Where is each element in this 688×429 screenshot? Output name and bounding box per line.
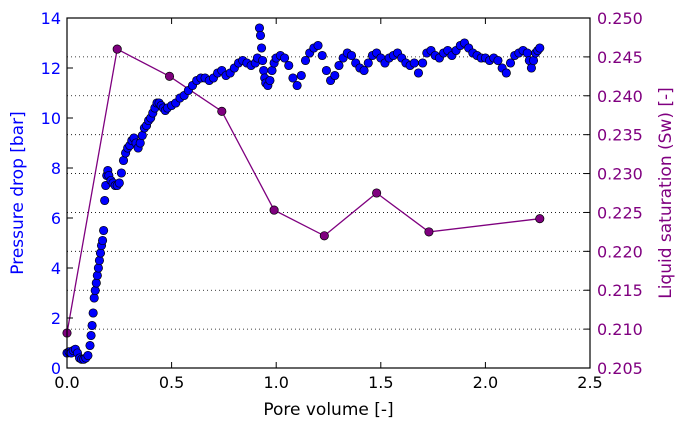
y-right-tick-label: 0.240 bbox=[597, 87, 643, 106]
y-right-tick-label: 0.220 bbox=[597, 242, 643, 261]
pressure-point bbox=[346, 50, 357, 61]
pressure-point bbox=[83, 350, 93, 361]
pressure-marker-layer bbox=[62, 23, 545, 364]
y-left-tick-label: 10 bbox=[41, 109, 61, 128]
x-tick-label: 2.0 bbox=[473, 373, 498, 392]
tick-layer: 0.0 0.5 1.0 1.5 2.0 2.5 0 2 4 6 8 10 12 14 0.205 0.210 0… bbox=[41, 9, 643, 392]
y-right-tick-label: 0.215 bbox=[597, 281, 643, 300]
pressure-point bbox=[259, 65, 269, 76]
pressure-point bbox=[90, 285, 100, 296]
pressure-point bbox=[501, 68, 511, 78]
pressure-point bbox=[118, 155, 129, 166]
saturation-point bbox=[424, 227, 434, 237]
pressure-point bbox=[300, 55, 311, 66]
pressure-point bbox=[254, 23, 265, 33]
pressure-point bbox=[528, 55, 539, 66]
pressure-point bbox=[85, 340, 95, 351]
pressure-point bbox=[265, 75, 275, 86]
saturation-point bbox=[217, 106, 227, 116]
pressure-point bbox=[418, 58, 428, 68]
saturation-point bbox=[372, 188, 382, 198]
pressure-point bbox=[535, 43, 545, 53]
pressure-point bbox=[98, 235, 108, 246]
pressure-point bbox=[135, 138, 145, 148]
y-left-tick-label: 6 bbox=[51, 209, 61, 228]
y-left-tick-label: 0 bbox=[51, 359, 61, 378]
y-right-tick-label: 0.235 bbox=[597, 126, 643, 145]
pressure-point bbox=[114, 178, 124, 188]
pressure-point bbox=[321, 65, 331, 76]
pressure-point bbox=[258, 55, 268, 66]
x-tick-label: 1.0 bbox=[263, 373, 288, 392]
pressure-point bbox=[87, 320, 97, 331]
pressure-point bbox=[267, 65, 277, 76]
saturation-point bbox=[319, 231, 329, 241]
pressure-point bbox=[89, 293, 99, 303]
y-right-axis-label: Liquid saturation (Sw) [-] bbox=[656, 87, 676, 299]
x-tick-label: 0.5 bbox=[159, 373, 184, 392]
y-left-tick-label: 2 bbox=[51, 309, 61, 328]
pressure-point bbox=[334, 60, 344, 71]
pressure-point bbox=[505, 58, 516, 68]
pressure-point bbox=[413, 68, 424, 78]
y-right-tick-label: 0.210 bbox=[597, 320, 643, 339]
grid-layer bbox=[67, 56, 590, 330]
plot-frame bbox=[66, 17, 591, 369]
pressure-point bbox=[280, 53, 290, 63]
pressure-point bbox=[86, 330, 96, 341]
y-left-tick-label: 4 bbox=[51, 259, 61, 278]
pressure-point bbox=[526, 63, 536, 73]
pressure-point bbox=[288, 73, 298, 83]
pressure-point bbox=[257, 43, 267, 53]
pressure-point bbox=[409, 58, 419, 68]
x-axis-label: Pore volume [-] bbox=[263, 400, 393, 420]
saturation-point bbox=[164, 71, 175, 81]
saturation-marker-layer bbox=[62, 44, 545, 338]
pressure-point bbox=[522, 48, 532, 58]
x-tick-label: 0.0 bbox=[54, 373, 79, 392]
pressure-point bbox=[94, 255, 104, 266]
pressure-point bbox=[93, 263, 103, 273]
pressure-point bbox=[292, 80, 302, 91]
pressure-point bbox=[137, 130, 147, 141]
saturation-point bbox=[269, 205, 279, 215]
pressure-point bbox=[313, 40, 323, 51]
pressure-point bbox=[493, 55, 503, 66]
x-tick-label: 2.5 bbox=[577, 373, 602, 392]
y-right-tick-label: 0.245 bbox=[597, 48, 643, 67]
pressure-point bbox=[92, 270, 102, 281]
pressure-point bbox=[95, 248, 106, 258]
pressure-point bbox=[99, 225, 109, 236]
pressure-point bbox=[88, 308, 98, 318]
pressure-point bbox=[116, 168, 126, 178]
x-tick-label: 1.5 bbox=[368, 373, 393, 392]
pressure-point bbox=[363, 58, 373, 68]
y-right-tick-label: 0.225 bbox=[597, 203, 643, 222]
y-left-tick-label: 14 bbox=[41, 9, 61, 28]
y-left-axis-label: Pressure drop [bar] bbox=[8, 111, 28, 274]
saturation-point bbox=[112, 44, 122, 54]
y-right-tick-label: 0.205 bbox=[597, 359, 643, 378]
y-left-tick-label: 12 bbox=[41, 59, 61, 78]
y-left-tick-label: 8 bbox=[51, 159, 61, 178]
pressure-point bbox=[100, 195, 110, 206]
pressure-point bbox=[284, 60, 294, 71]
pressure-point bbox=[255, 30, 266, 41]
pressure-point bbox=[91, 278, 101, 288]
saturation-point bbox=[535, 214, 545, 224]
y-right-tick-label: 0.230 bbox=[597, 165, 643, 184]
pressure-point bbox=[296, 70, 306, 81]
pressure-point bbox=[359, 65, 369, 76]
pressure-point bbox=[330, 70, 340, 81]
pressure-point bbox=[317, 50, 327, 61]
y-right-tick-label: 0.250 bbox=[597, 9, 643, 28]
